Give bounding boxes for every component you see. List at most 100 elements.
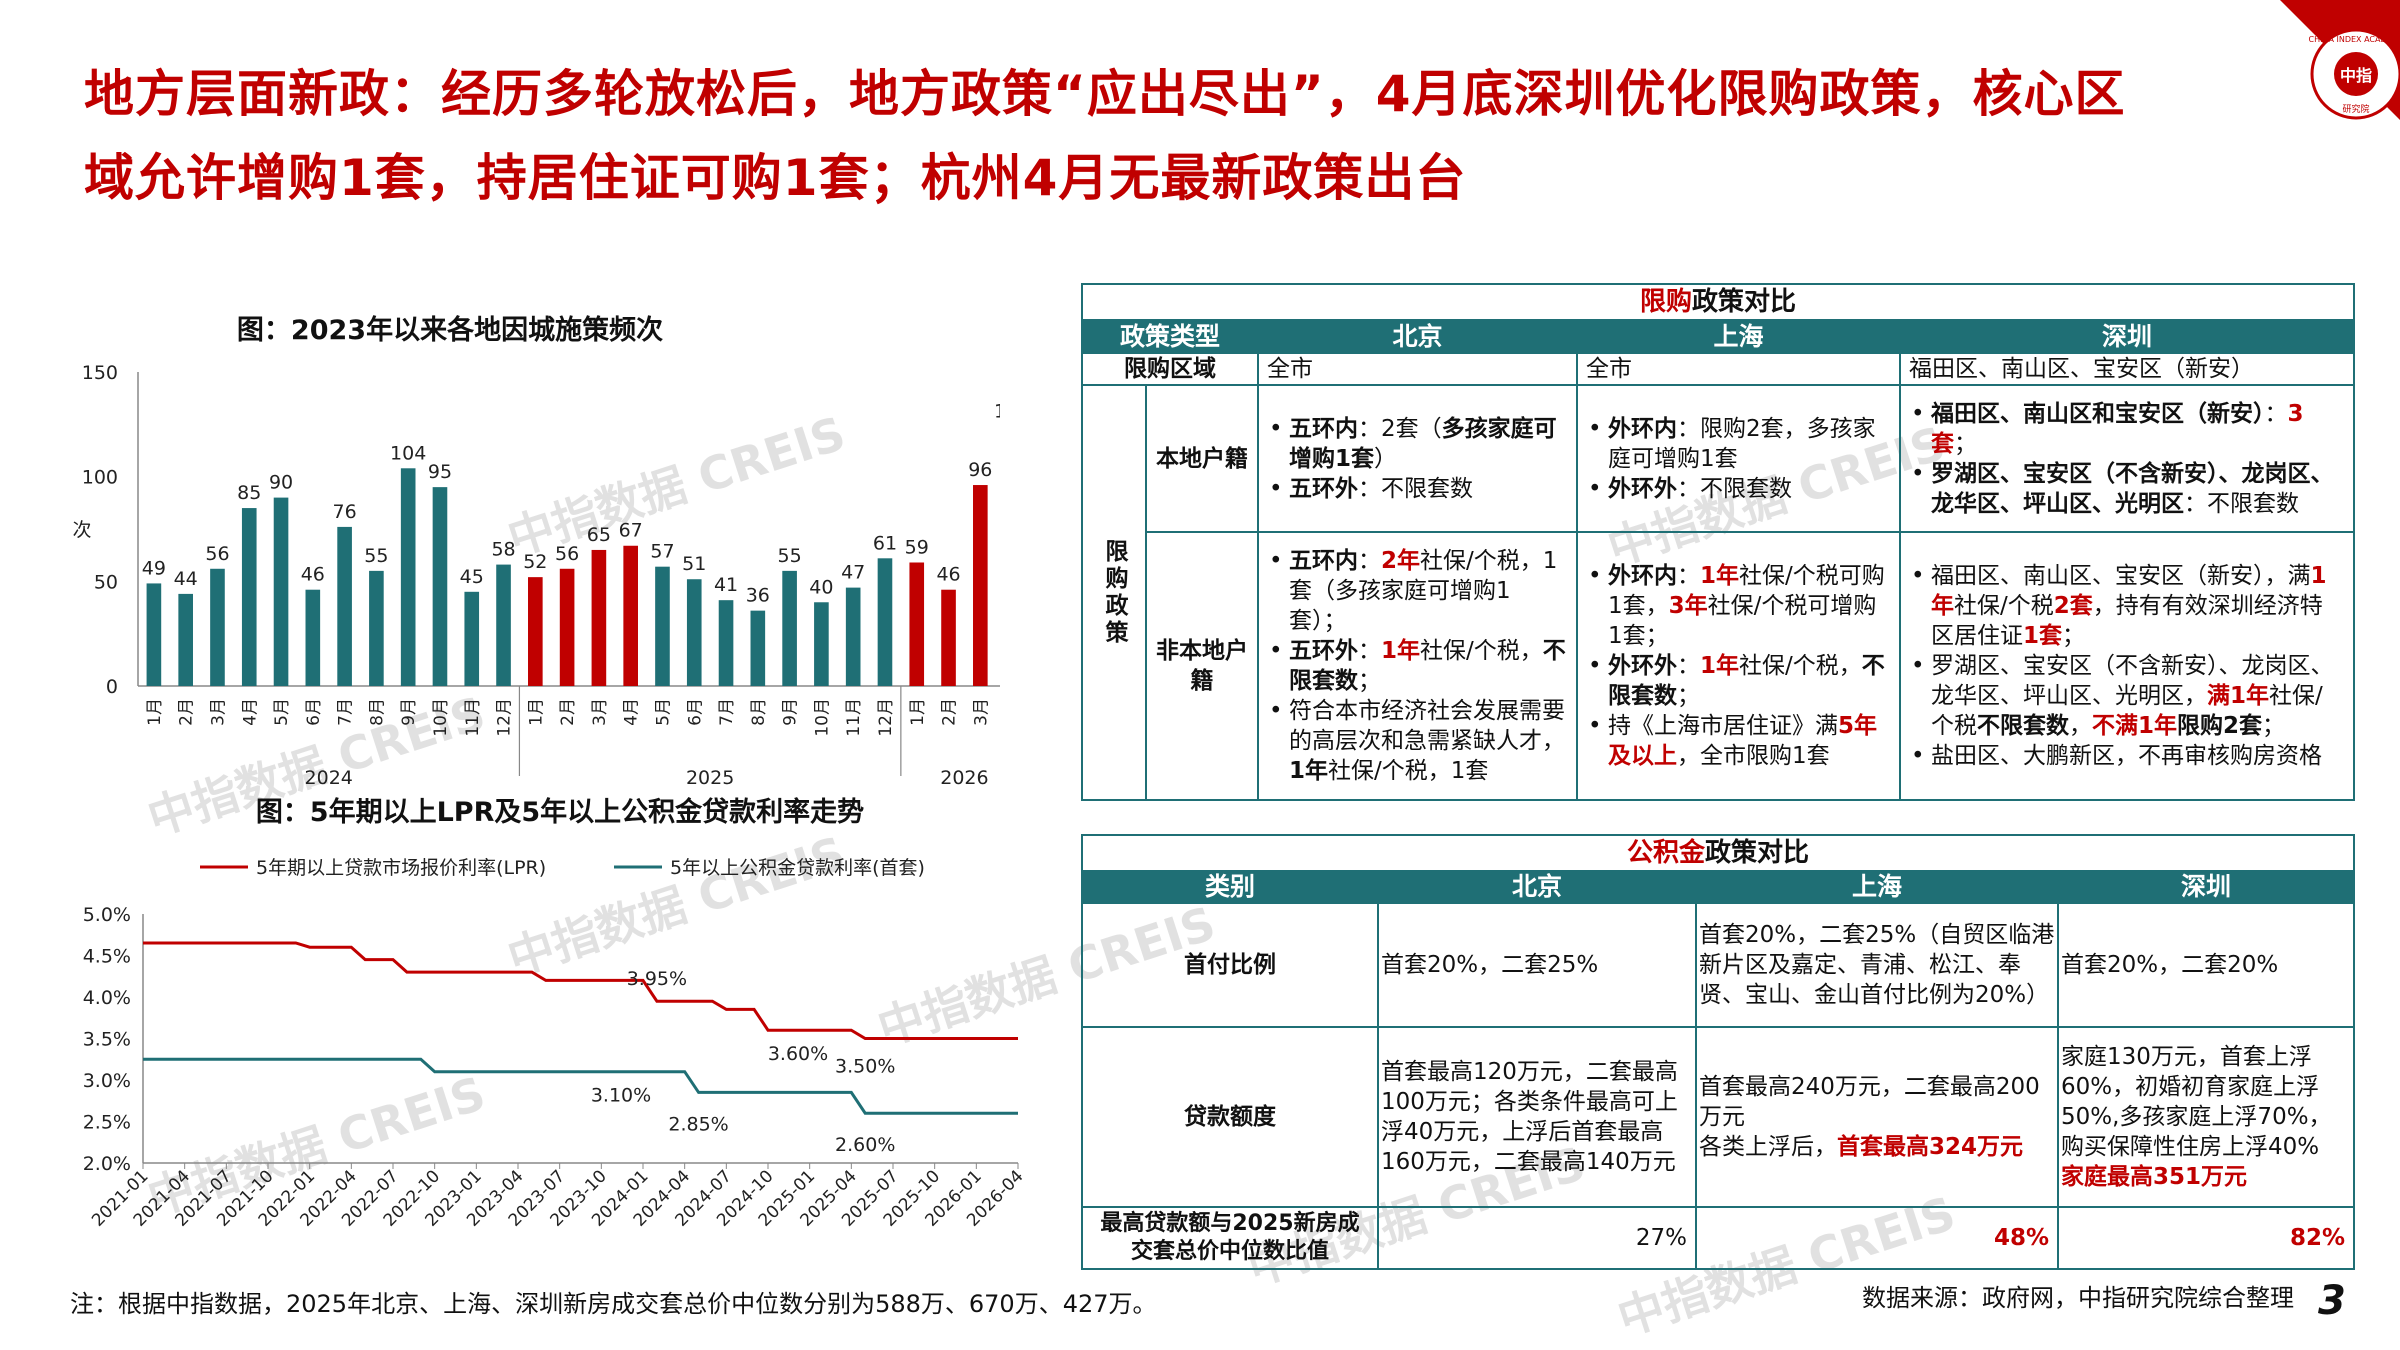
bar bbox=[686, 579, 702, 686]
y-tick-label: 2.5% bbox=[83, 1112, 131, 1134]
bar bbox=[369, 570, 384, 686]
y-tick-label: 3.5% bbox=[83, 1029, 131, 1051]
data-label: 57 bbox=[650, 541, 674, 563]
x-tick-label: 12月 bbox=[495, 698, 515, 737]
x-tick-label: 8月 bbox=[367, 698, 387, 726]
x-tick-label: 1月 bbox=[526, 698, 546, 726]
bar bbox=[146, 583, 162, 686]
y-tick-label: 2.0% bbox=[83, 1153, 131, 1175]
x-tick-label: 5月 bbox=[272, 698, 292, 726]
ratio-shanghai: 48% bbox=[1695, 1206, 2059, 1270]
y-axis-label: 次 bbox=[72, 519, 91, 541]
table2-header-shenzhen: 深圳 bbox=[2056, 870, 2356, 904]
data-label: 49 bbox=[142, 557, 166, 579]
y-tick-label: 4.5% bbox=[83, 946, 131, 968]
logo-text: CHINA INDEX ACADEMY bbox=[2309, 35, 2400, 44]
local-shenzhen: 福田区、南山区和宝安区（新安）：3套； 罗湖区、宝安区（不含新安）、龙岗区、龙华… bbox=[1899, 384, 2355, 533]
bar bbox=[559, 568, 575, 686]
local-beijing: 五环内：2套（多孩家庭可增购1套） 五环外：不限套数 bbox=[1257, 384, 1578, 533]
bar bbox=[528, 577, 543, 686]
bar bbox=[305, 589, 321, 686]
nonlocal-shanghai: 外环内：1年社保/个税可购1套，3年社保/个税可增购1套； 外环外：1年社保/个… bbox=[1576, 531, 1901, 801]
data-label: 124 bbox=[994, 400, 1000, 422]
x-tick-label: 8月 bbox=[749, 698, 769, 726]
bar bbox=[814, 602, 829, 686]
data-label: 44 bbox=[174, 568, 198, 590]
loan-limit-shanghai: 首套最高240万元，二套最高200万元 各类上浮后，首套最高324万元 bbox=[1695, 1026, 2059, 1208]
provident-fund-line bbox=[143, 1057, 1018, 1115]
ratio-beijing: 27% bbox=[1377, 1206, 1697, 1270]
bar bbox=[718, 600, 734, 686]
data-label: 56 bbox=[555, 543, 579, 565]
data-label: 56 bbox=[205, 543, 229, 565]
x-tick-label: 11月 bbox=[844, 698, 864, 737]
x-tick-label: 11月 bbox=[463, 698, 483, 737]
local-shanghai: 外环内：限购2套，多孩家庭可增购1套 外环外：不限套数 bbox=[1576, 384, 1901, 533]
table1-title: 限购政策对比 bbox=[1081, 283, 2355, 321]
data-label: 55 bbox=[778, 545, 802, 567]
x-tick-label: 7月 bbox=[336, 698, 356, 726]
x-tick-label: 7月 bbox=[717, 698, 737, 726]
bar bbox=[337, 526, 352, 686]
down-payment-shenzhen: 首套20%，二套20% bbox=[2056, 902, 2356, 1028]
table2-header-category: 类别 bbox=[1081, 870, 1379, 904]
x-tick-label: 4月 bbox=[622, 698, 642, 726]
y-tick-label: 50 bbox=[94, 571, 118, 593]
bar bbox=[655, 566, 670, 686]
data-label: 45 bbox=[460, 566, 484, 588]
y-tick-label: 5.0% bbox=[83, 904, 131, 926]
table1-header-type: 政策类型 bbox=[1081, 319, 1259, 354]
bar bbox=[845, 587, 861, 686]
page-number: 3 bbox=[2318, 1278, 2346, 1324]
bar bbox=[400, 468, 416, 686]
bar bbox=[464, 591, 480, 686]
line-chart: 5年期以上贷款市场报价利率(LPR) 5年以上公积金贷款利率(首套) 2.0% 2.5… bbox=[83, 857, 1028, 1231]
logo-center: 中指 bbox=[2340, 66, 2372, 85]
page-title: 地方层面新政：经历多轮放松后，地方政策“应出尽出”，4月底深圳优化限购政策，核心… bbox=[84, 65, 2126, 207]
x-tick-label: 3月 bbox=[208, 698, 228, 726]
legend-label-pf: 5年以上公积金贷款利率(首套) bbox=[670, 857, 925, 879]
logo-sub: 研究院 bbox=[2342, 103, 2369, 115]
down-payment-label: 首付比例 bbox=[1081, 902, 1379, 1028]
region-shenzhen: 福田区、南山区、宝安区（新安） bbox=[1899, 352, 2355, 386]
y-tick-label: 3.0% bbox=[83, 1070, 131, 1092]
region-label: 限购区域 bbox=[1081, 352, 1259, 386]
bar bbox=[210, 568, 225, 686]
value-annotation: 3.10% bbox=[591, 1085, 651, 1107]
group-label: 2026 bbox=[940, 767, 988, 789]
lpr-line bbox=[143, 941, 1018, 1040]
table2-header-shanghai: 上海 bbox=[1695, 870, 2059, 904]
data-label: 90 bbox=[269, 472, 293, 494]
bar bbox=[591, 549, 607, 686]
bar bbox=[782, 570, 797, 686]
loan-limit-beijing: 首套最高120万元，二套最高100万元；各类条件最高可上浮40万元，上浮后首套最… bbox=[1377, 1026, 1697, 1208]
table2-title: 公积金政策对比 bbox=[1080, 834, 2356, 872]
x-tick-label: 12月 bbox=[876, 698, 896, 737]
data-label: 76 bbox=[333, 501, 357, 523]
purchase-restriction-table: 限购政策对比 政策类型 北京 上海 深圳 限购区域 全市 全市 福田区、南山区、… bbox=[1081, 283, 2355, 801]
bar bbox=[178, 593, 193, 686]
x-tick-label: 9月 bbox=[399, 698, 419, 726]
footnote: 注：根据中指数据，2025年北京、上海、深圳新房成交套总价中位数分别为588万、… bbox=[70, 1290, 1157, 1318]
down-payment-beijing: 首套20%，二套25% bbox=[1377, 902, 1697, 1028]
line-chart-title: 图：5年期以上LPR及5年以上公积金贷款利率走势 bbox=[255, 797, 865, 828]
y-tick-label: 100 bbox=[82, 467, 118, 489]
bar bbox=[941, 589, 956, 686]
y-tick-label: 4.0% bbox=[83, 987, 131, 1009]
x-tick-label: 6月 bbox=[685, 698, 705, 726]
x-tick-label: 1月 bbox=[908, 698, 928, 726]
x-tick-label: 10月 bbox=[431, 698, 451, 737]
legend-label-lpr: 5年期以上贷款市场报价利率(LPR) bbox=[256, 857, 546, 879]
data-label: 41 bbox=[714, 574, 738, 596]
bar bbox=[623, 545, 638, 686]
data-label: 47 bbox=[841, 562, 865, 584]
x-tick-label: 2月 bbox=[940, 698, 960, 726]
data-label: 55 bbox=[364, 545, 388, 567]
value-annotation: 3.50% bbox=[835, 1056, 895, 1078]
y-tick-label: 0 bbox=[106, 676, 118, 698]
table1-header-shanghai: 上海 bbox=[1576, 319, 1901, 354]
data-label: 36 bbox=[746, 585, 770, 607]
table1-header-beijing: 北京 bbox=[1257, 319, 1578, 354]
region-shanghai: 全市 bbox=[1576, 352, 1901, 386]
x-tick-label: 3月 bbox=[590, 698, 610, 726]
